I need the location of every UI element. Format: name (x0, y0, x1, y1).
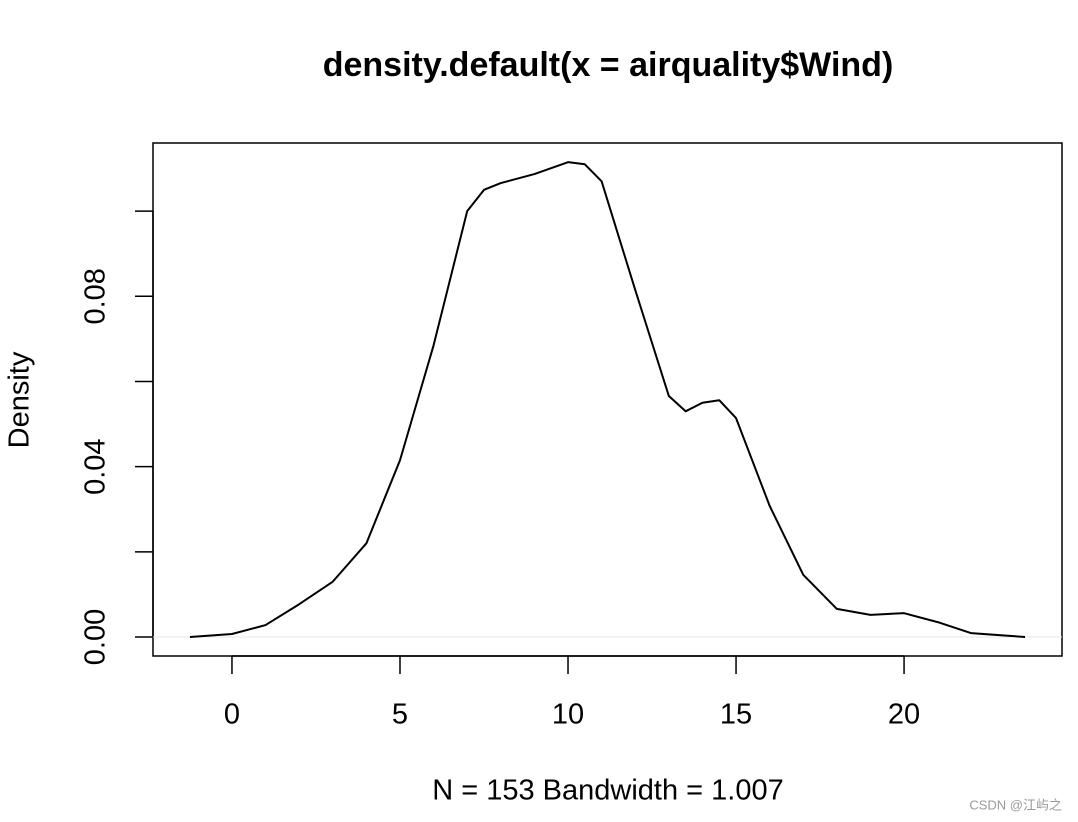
x-tick-label: 5 (392, 699, 408, 731)
y-tick-label: 0.08 (80, 268, 112, 324)
watermark: CSDN @江屿之 (969, 797, 1062, 812)
x-axis-label: N = 153 Bandwidth = 1.007 (432, 775, 783, 807)
density-line (189, 161, 1026, 639)
plot-frame (152, 142, 1063, 657)
x-tick-label: 20 (888, 699, 920, 731)
y-axis-label: Density (4, 351, 36, 448)
chart-title: density.default(x = airquality$Wind) (323, 46, 894, 84)
x-tick-label: 10 (552, 699, 584, 731)
x-tick-label: 0 (224, 699, 240, 731)
y-tick-label: 0.04 (80, 438, 112, 494)
y-tick-label: 0.00 (80, 609, 112, 665)
x-tick-label: 15 (720, 699, 752, 731)
